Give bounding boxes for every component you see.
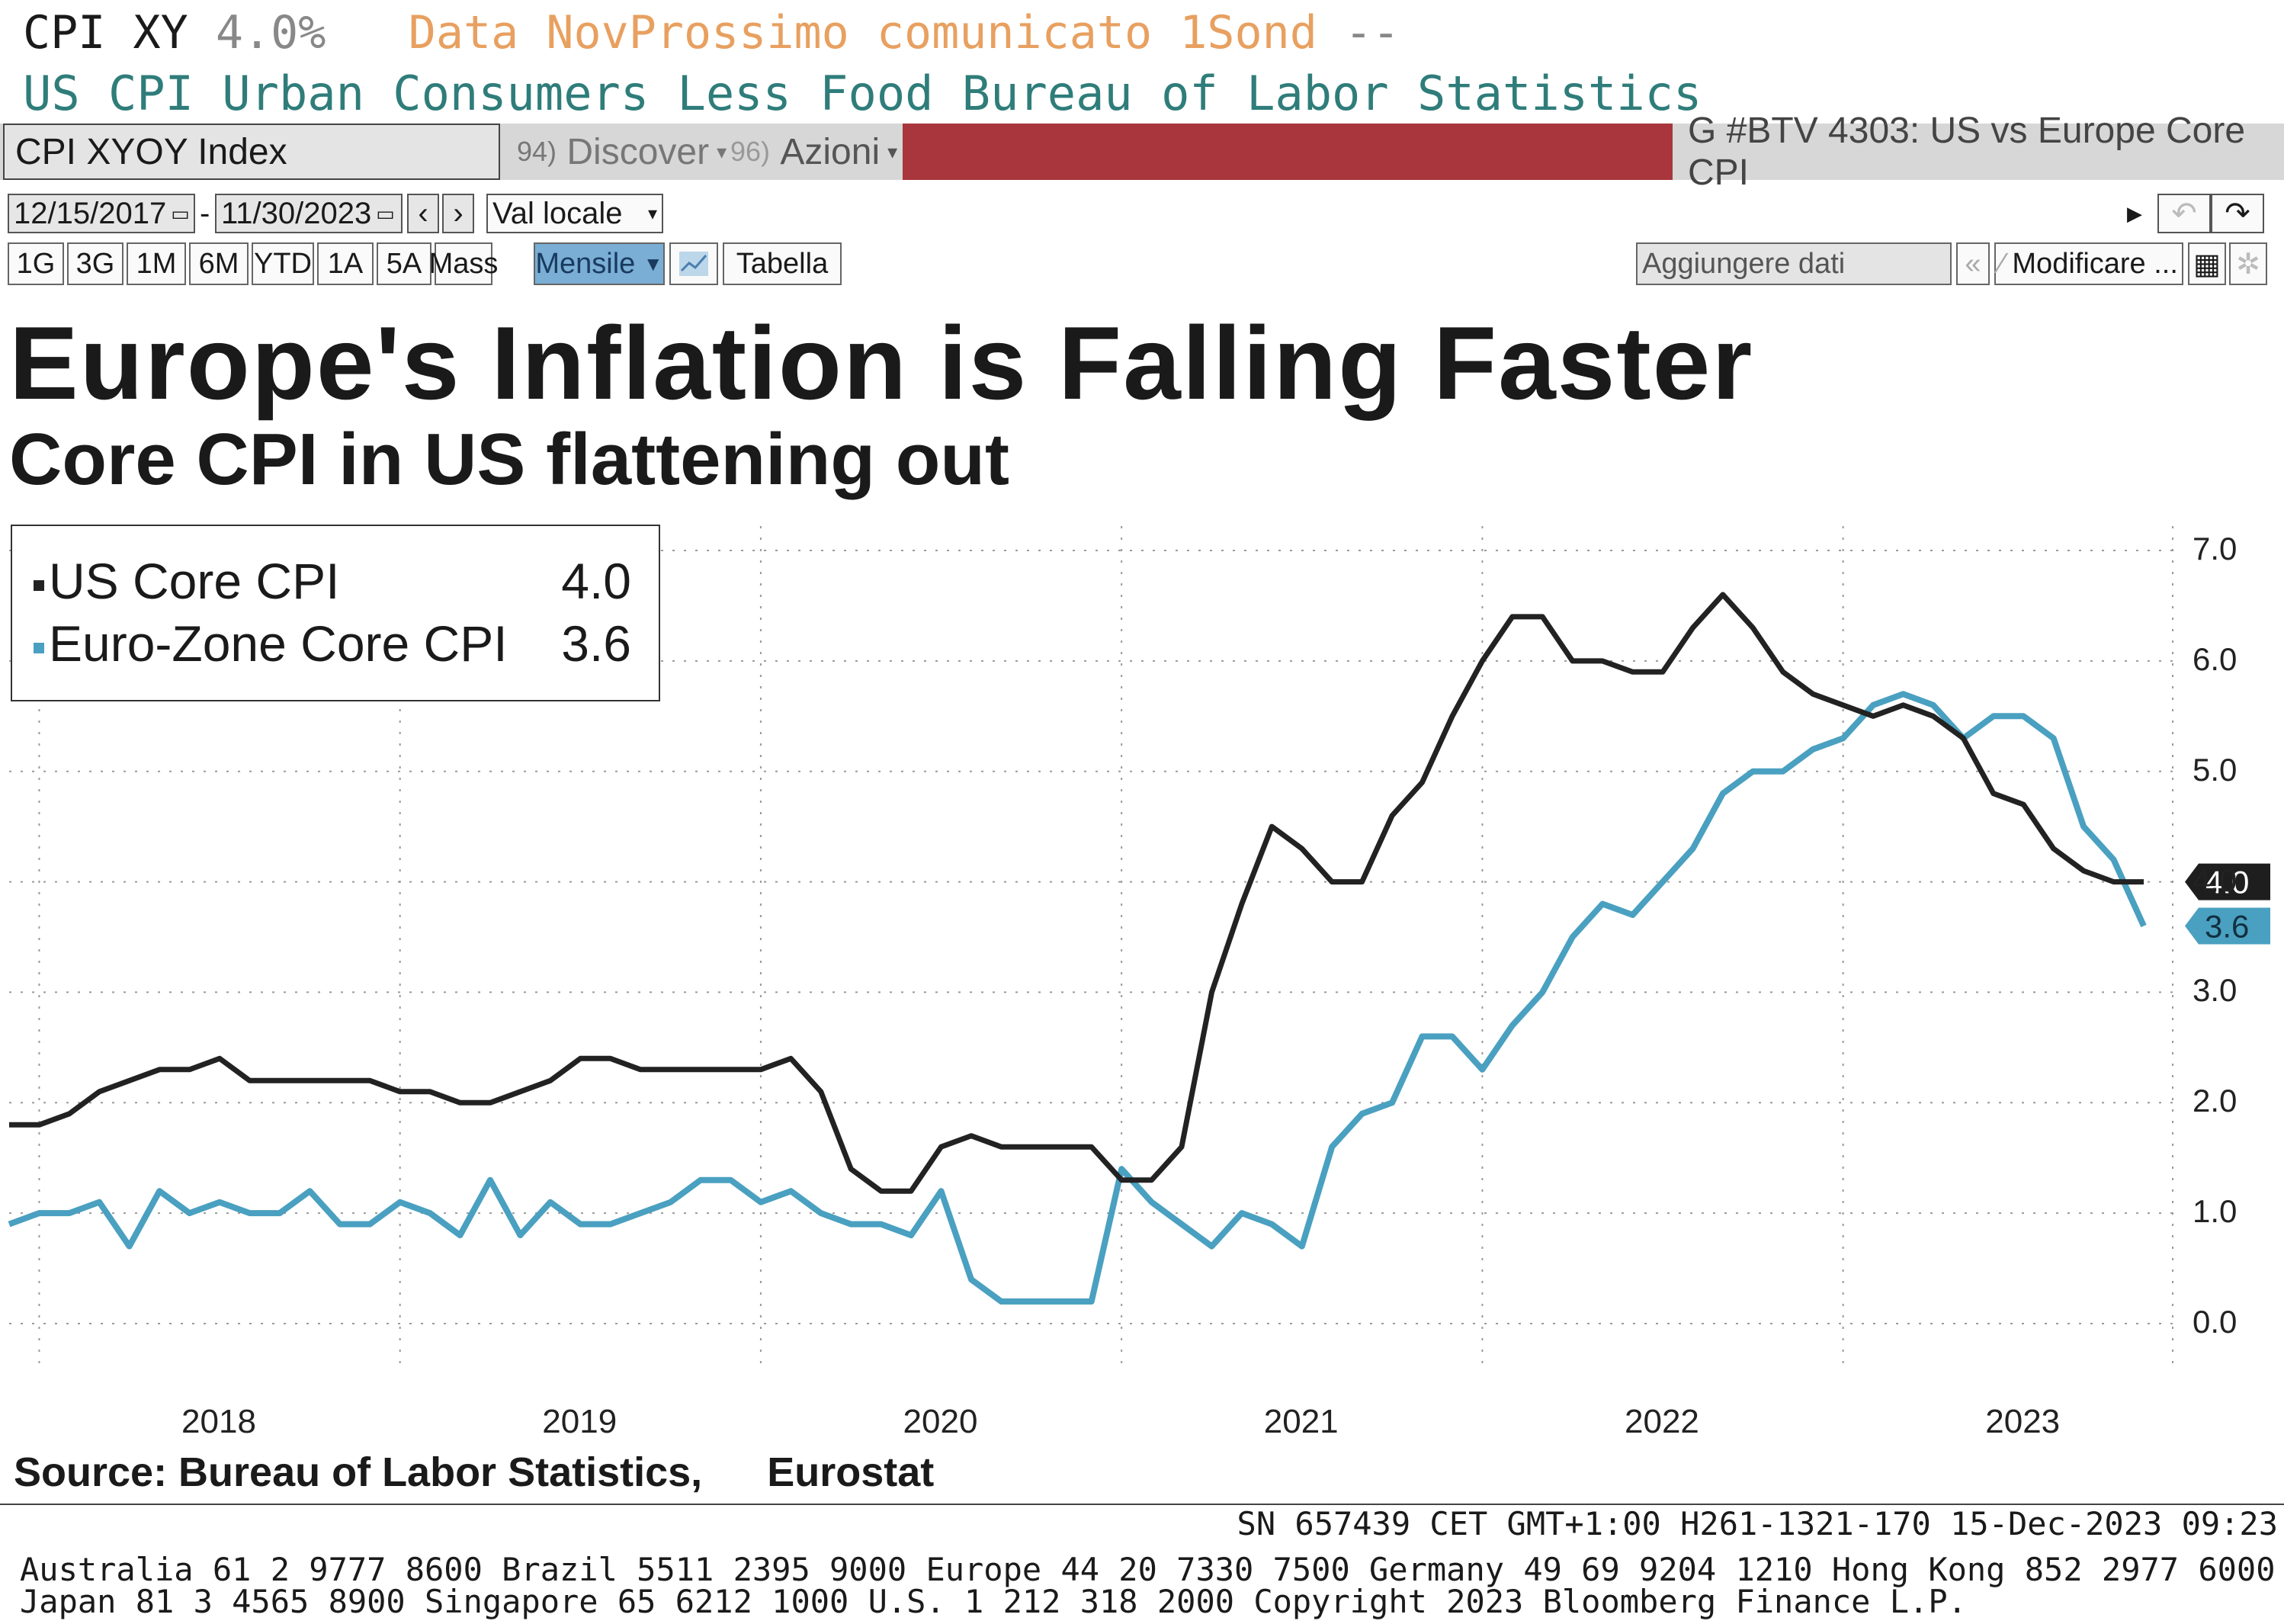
footer-copyright: Japan 81 3 4565 8900 Singapore 65 6212 1… bbox=[20, 1583, 1967, 1620]
y-tick-label: 4.0 bbox=[2193, 862, 2237, 899]
y-tick-label: 0.0 bbox=[2193, 1304, 2237, 1340]
x-tick-label: 2019 bbox=[542, 1403, 617, 1441]
source-note: Source: Bureau of Labor Statistics, Euro… bbox=[14, 1449, 934, 1496]
legend-item-us: US Core CPI bbox=[34, 552, 339, 610]
y-tick-label: 5.0 bbox=[2193, 752, 2237, 788]
legend-item-eu: Euro-Zone Core CPI bbox=[34, 615, 508, 672]
y-tick-label: 6.0 bbox=[2193, 641, 2237, 678]
y-tick-label: 2.0 bbox=[2193, 1083, 2237, 1119]
series-line-euro-zone-core-cpi bbox=[9, 694, 2144, 1301]
x-tick-label: 2021 bbox=[1264, 1403, 1339, 1441]
footer-session: SN 657439 CET GMT+1:00 H261-1321-170 15-… bbox=[1237, 1505, 2278, 1542]
legend-label-us: US Core CPI bbox=[49, 553, 339, 609]
x-tick-label: 2023 bbox=[1985, 1403, 2060, 1441]
legend-value-eu: 3.6 bbox=[561, 615, 631, 672]
last-value-marker-eu: 3.6 bbox=[2185, 908, 2270, 945]
x-tick-label: 2022 bbox=[1625, 1403, 1699, 1441]
chart-legend: US Core CPI 4.0 Euro-Zone Core CPI 3.6 bbox=[11, 525, 660, 701]
legend-value-us: 4.0 bbox=[561, 552, 631, 610]
y-tick-label: 7.0 bbox=[2193, 531, 2237, 567]
svg-text:3.6: 3.6 bbox=[2205, 909, 2249, 945]
legend-swatch-eu bbox=[34, 643, 44, 653]
x-tick-label: 2020 bbox=[903, 1403, 978, 1441]
source-eurostat: Eurostat bbox=[767, 1449, 934, 1495]
legend-swatch-us bbox=[34, 580, 44, 591]
y-tick-label: 3.0 bbox=[2193, 972, 2237, 1009]
legend-label-eu: Euro-Zone Core CPI bbox=[49, 615, 508, 672]
x-tick-label: 2018 bbox=[181, 1403, 256, 1441]
y-tick-label: 1.0 bbox=[2193, 1193, 2237, 1230]
